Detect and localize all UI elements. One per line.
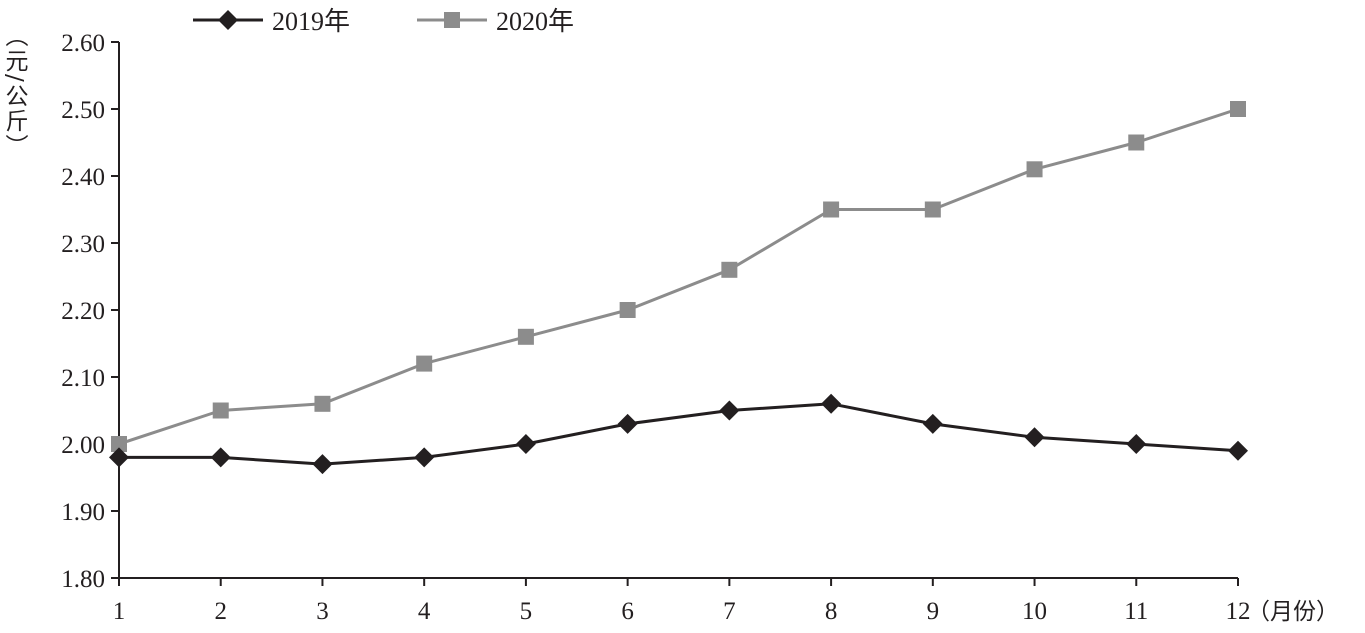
x-ticks: 1 2 3 4 5 6 7 8 9 10 11 12 (113, 578, 1251, 625)
data-point-2019 (109, 447, 129, 468)
series-2020 (111, 101, 1246, 452)
data-point-2019 (1228, 440, 1248, 461)
series-layer (109, 101, 1248, 475)
x-tick-label: 10 (1022, 598, 1047, 625)
y-tick-label: 2.00 (61, 432, 105, 459)
y-axis-title: （元/公斤） (1, 24, 29, 159)
data-point-2019 (922, 413, 943, 434)
data-point-2020 (721, 261, 738, 278)
x-tick-label: 2 (214, 598, 227, 625)
x-tick-label: 5 (520, 598, 533, 625)
y-tick-label: 2.10 (61, 365, 105, 392)
y-tick-label: 1.90 (61, 499, 105, 526)
data-point-2020 (517, 328, 534, 345)
legend-marker-2020 (444, 12, 460, 28)
x-tick-label: 3 (316, 598, 329, 625)
data-point-2020 (1026, 161, 1043, 178)
data-point-2020 (212, 402, 229, 419)
data-point-2019 (1126, 434, 1147, 454)
x-tick-label: 12 (1226, 598, 1251, 625)
x-tick-label: 11 (1124, 598, 1148, 625)
series-line-2020 (118, 107, 1239, 446)
data-point-2020 (1128, 134, 1145, 151)
legend-marker-2019 (218, 10, 238, 30)
data-point-2019 (617, 413, 638, 434)
data-point-2020 (823, 201, 840, 218)
legend-item-2019: 2019年 (193, 7, 350, 36)
data-point-2020 (1230, 101, 1246, 117)
data-point-2019 (414, 447, 435, 468)
data-point-2020 (416, 355, 433, 372)
y-ticks: 1.80 1.90 2.00 2.10 2.20 2.30 2.40 2.50 2.60 (61, 30, 119, 593)
data-point-2020 (619, 302, 636, 318)
data-point-2019 (210, 447, 231, 468)
legend-label-2020: 2020年 (496, 7, 574, 36)
data-point-2020 (111, 436, 127, 452)
x-tick-label: 9 (927, 598, 940, 625)
x-tick-label: 6 (621, 598, 634, 625)
data-point-2019 (312, 454, 333, 475)
data-point-2019 (515, 434, 536, 454)
legend-label-2019: 2019年 (272, 7, 350, 36)
x-tick-label: 8 (825, 598, 838, 625)
series-line-2019 (119, 402, 1239, 466)
data-point-2019 (821, 393, 842, 414)
y-tick-label: 1.80 (61, 566, 105, 593)
y-tick-label: 2.60 (61, 30, 105, 57)
x-tick-label: 4 (418, 598, 431, 625)
series-2019 (109, 393, 1248, 475)
x-axis-title: （月份） (1247, 599, 1339, 625)
y-tick-label: 2.20 (61, 298, 105, 325)
x-tick-label: 1 (113, 598, 126, 625)
legend: 2019年 2020年 (193, 7, 574, 36)
y-tick-label: 2.40 (61, 164, 105, 191)
legend-item-2020: 2020年 (417, 7, 574, 36)
data-point-2020 (924, 201, 941, 218)
x-tick-label: 7 (723, 598, 736, 625)
y-tick-label: 2.50 (61, 97, 105, 124)
data-point-2020 (314, 395, 331, 412)
y-tick-label: 2.30 (61, 231, 105, 258)
data-point-2019 (719, 400, 740, 421)
data-point-2019 (1024, 427, 1045, 448)
